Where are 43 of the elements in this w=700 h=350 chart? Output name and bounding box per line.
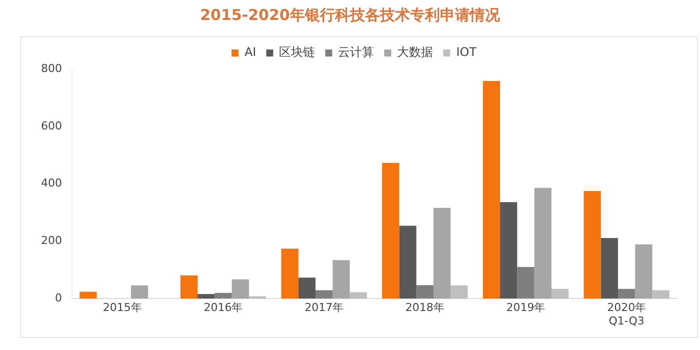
- legend-label: 大数据: [397, 45, 434, 60]
- bar: [198, 294, 215, 299]
- bar: [500, 202, 518, 299]
- bar: [517, 267, 534, 299]
- legend-label: 区块链: [279, 45, 316, 60]
- legend-label: IOT: [456, 45, 478, 60]
- bar: [281, 248, 298, 299]
- x-tick-label: 2020年 Q1-Q3: [607, 301, 646, 328]
- bar: [350, 292, 367, 299]
- x-tick-label: 2017年: [304, 301, 344, 314]
- y-tick-label: 800: [40, 62, 62, 75]
- bar: [316, 290, 333, 299]
- bar: [618, 288, 636, 299]
- x-tick-label: 2015年: [102, 301, 142, 314]
- y-tick-label: 0: [54, 291, 62, 304]
- bar: [635, 244, 652, 299]
- y-tick-label: 600: [40, 119, 62, 132]
- bar: [130, 285, 148, 299]
- bar: [214, 292, 232, 299]
- bar: [534, 188, 552, 299]
- bar: [450, 285, 468, 299]
- y-tick-label: 200: [40, 234, 62, 248]
- x-tick-label: 2018年: [405, 301, 444, 314]
- bar: [416, 285, 434, 299]
- bar: [551, 288, 569, 299]
- bar: [298, 278, 316, 299]
- legend-label: 云计算: [338, 45, 374, 60]
- y-tick-label: 400: [40, 176, 62, 190]
- bar: [382, 162, 400, 299]
- bar: [482, 81, 500, 299]
- bar: [399, 226, 416, 299]
- x-tick-label: 2016年: [204, 301, 243, 314]
- bar: [332, 260, 350, 299]
- bar: [652, 290, 670, 299]
- bar: [600, 238, 618, 299]
- bar: [80, 292, 97, 299]
- bar: [433, 208, 451, 299]
- bar: [180, 275, 198, 299]
- legend-label: AI: [244, 45, 256, 60]
- bar: [584, 190, 601, 299]
- chart-title: 2015-2020年银行科技各技术专利申请情况: [199, 6, 501, 25]
- bar: [232, 279, 249, 299]
- x-tick-label: 2019年: [506, 301, 546, 314]
